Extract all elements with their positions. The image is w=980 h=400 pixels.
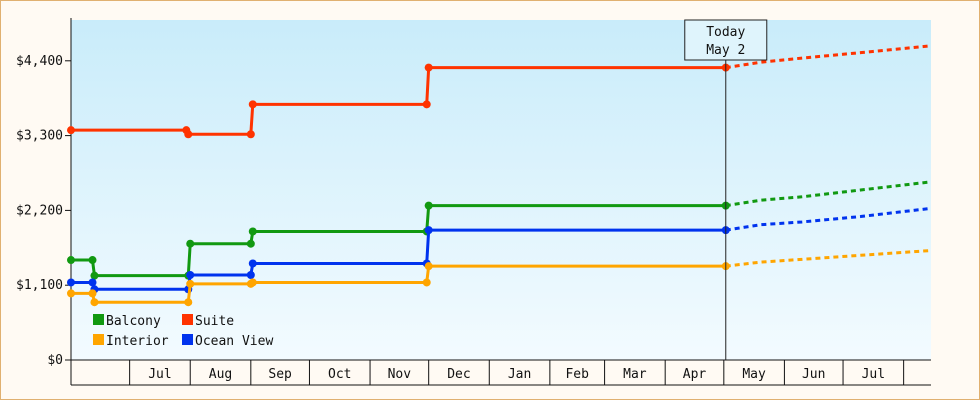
plot-area: [71, 20, 931, 360]
today-label-box: [684, 19, 768, 61]
data-point-suite: [424, 63, 433, 72]
x-tick-label: Mar: [623, 367, 647, 382]
data-point-ocean-view: [424, 226, 433, 235]
x-tick-label: Nov: [388, 367, 412, 382]
legend-label-balcony: Balcony: [106, 314, 161, 329]
today-label: Today: [706, 25, 745, 40]
data-point-suite: [246, 130, 255, 139]
data-point-interior: [67, 289, 75, 298]
data-point-suite: [248, 100, 257, 109]
data-point-interior: [90, 298, 99, 307]
x-tick-label: Dec: [447, 367, 470, 382]
data-point-balcony: [424, 201, 433, 210]
data-point-suite: [422, 100, 431, 109]
data-point-balcony: [88, 256, 97, 265]
y-tick-label: $3,300: [16, 129, 63, 144]
y-axis: $0 $1,100 $2,200 $3,300 $4,400: [16, 18, 72, 385]
data-point-ocean-view: [67, 278, 75, 287]
data-point-balcony: [67, 256, 75, 265]
forecast-line-balcony: [725, 180, 932, 208]
series-line-balcony: [71, 204, 726, 278]
data-point-balcony: [246, 239, 255, 248]
series-suite: [67, 44, 932, 139]
x-tick-label: Feb: [565, 367, 589, 382]
data-point-balcony: [90, 271, 99, 280]
legend-swatch-interior: [93, 334, 104, 345]
data-point-suite: [67, 126, 75, 135]
legend: Balcony Suite Interior Ocean View: [93, 314, 273, 349]
data-point-ocean-view: [88, 278, 97, 287]
data-point-interior: [184, 298, 193, 307]
data-point-interior: [186, 279, 195, 288]
legend-label-suite: Suite: [195, 314, 234, 329]
forecast-line-interior: [725, 249, 932, 268]
legend-swatch-balcony: [93, 314, 104, 325]
x-tick-label: Aug: [209, 367, 232, 382]
series-balcony: [67, 180, 932, 280]
data-point-interior: [422, 278, 431, 287]
data-point-balcony: [186, 239, 195, 248]
data-point-balcony: [248, 227, 257, 236]
x-tick-label: Jun: [802, 367, 825, 382]
x-tick-label: Apr: [683, 367, 707, 382]
y-tick-label: $2,200: [16, 203, 63, 218]
x-axis: Jul Aug Sep Oct Nov Dec Jan Feb Mar Apr May Jun Jul: [71, 359, 931, 386]
y-tick-label: $0: [47, 353, 63, 368]
data-point-ocean-view: [186, 271, 195, 279]
legend-swatch-ocean-view: [182, 334, 193, 345]
x-tick-label: May: [742, 367, 766, 382]
x-tick-label: Sep: [268, 367, 292, 382]
x-tick-label: Jul: [862, 367, 885, 382]
data-point-ocean-view: [248, 259, 257, 268]
legend-swatch-suite: [182, 314, 193, 325]
y-tick-label: $1,100: [16, 278, 63, 293]
data-point-interior: [248, 278, 257, 287]
x-tick-label: Jan: [508, 367, 531, 382]
forecast-line-ocean-view: [725, 206, 932, 232]
data-point-suite: [184, 130, 193, 139]
y-tick-label: $4,400: [16, 54, 63, 69]
forecast-line-suite: [725, 44, 932, 70]
series-interior: [67, 249, 932, 307]
x-tick-label: Oct: [328, 367, 351, 382]
data-point-ocean-view: [246, 271, 255, 279]
data-point-interior: [424, 262, 433, 271]
x-tick-label: Jul: [148, 367, 171, 382]
legend-label-interior: Interior: [106, 334, 169, 349]
today-marker: Today May 2: [684, 19, 768, 360]
series-line-interior: [71, 264, 726, 304]
series-layer: [67, 44, 932, 307]
legend-label-ocean-view: Ocean View: [195, 334, 273, 349]
data-point-interior: [88, 289, 97, 298]
today-date: May 2: [706, 43, 745, 58]
